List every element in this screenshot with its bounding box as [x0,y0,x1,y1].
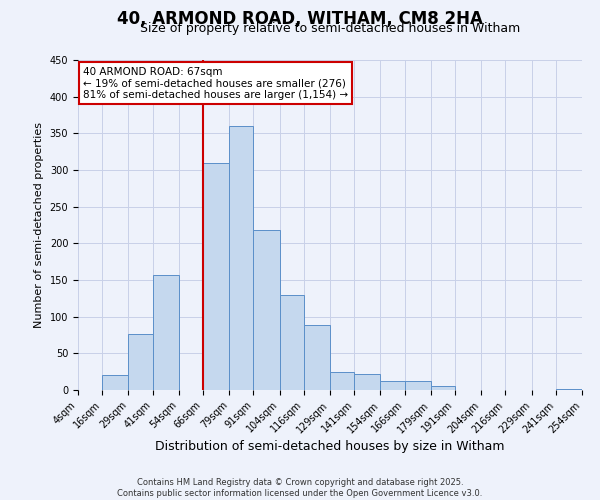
Y-axis label: Number of semi-detached properties: Number of semi-detached properties [34,122,44,328]
X-axis label: Distribution of semi-detached houses by size in Witham: Distribution of semi-detached houses by … [155,440,505,453]
Bar [354,374,380,390]
Bar [152,275,179,390]
Bar [431,386,455,390]
Text: 40 ARMOND ROAD: 67sqm
← 19% of semi-detached houses are smaller (276)
81% of sem: 40 ARMOND ROAD: 67sqm ← 19% of semi-deta… [83,66,348,100]
Bar [380,381,404,390]
Bar [253,230,280,390]
Bar [280,294,304,390]
Text: Contains HM Land Registry data © Crown copyright and database right 2025.
Contai: Contains HM Land Registry data © Crown c… [118,478,482,498]
Bar [330,372,354,390]
Bar [304,326,330,390]
Text: 40, ARMOND ROAD, WITHAM, CM8 2HA: 40, ARMOND ROAD, WITHAM, CM8 2HA [117,10,483,28]
Bar [102,376,128,390]
Bar [229,126,253,390]
Bar [404,381,431,390]
Bar [556,388,582,390]
Bar [203,162,229,390]
Title: Size of property relative to semi-detached houses in Witham: Size of property relative to semi-detach… [140,22,520,35]
Bar [128,334,152,390]
